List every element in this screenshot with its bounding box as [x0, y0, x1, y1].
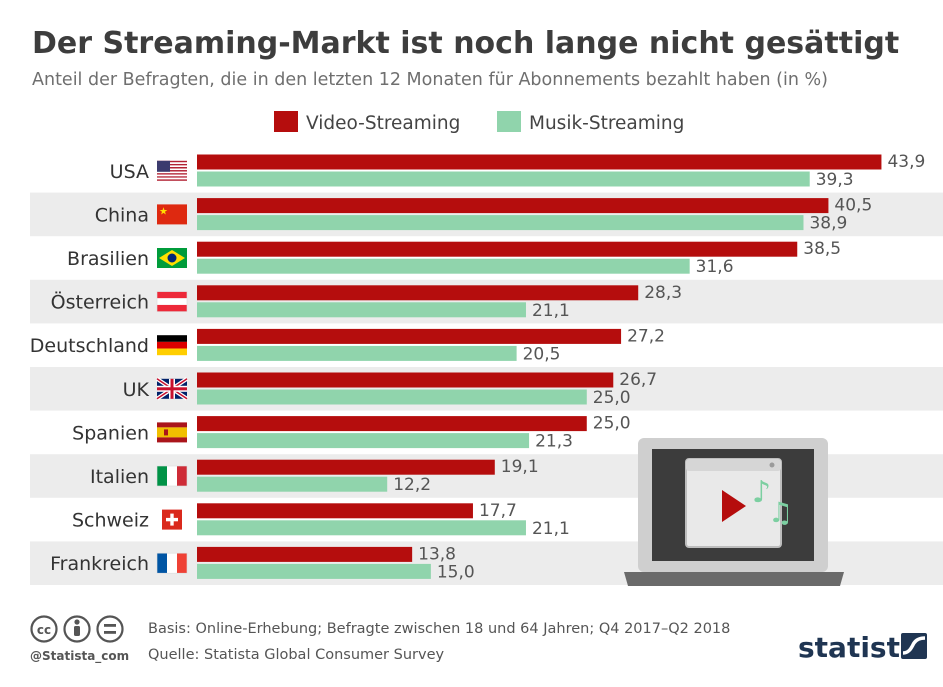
italy-flag-icon [156, 465, 188, 487]
category-label: Brasilien [67, 248, 149, 270]
bar-video [197, 328, 622, 344]
legend-swatch-video [274, 111, 298, 132]
value-label-music: 15,0 [437, 562, 475, 582]
bar-video [197, 241, 798, 257]
bar-music [197, 171, 810, 187]
footer-basis: Basis: Online-Erhebung; Befragte zwische… [148, 621, 730, 637]
value-label-music: 20,5 [523, 344, 561, 364]
footer-source: Quelle: Statista Global Consumer Survey [148, 647, 444, 663]
svg-text:♫: ♫ [768, 496, 793, 529]
value-label-video: 40,5 [834, 196, 872, 216]
china-flag-icon: ★ [157, 204, 187, 225]
bar-music [197, 215, 804, 231]
bar-music [197, 433, 530, 449]
statista-logo: statista [798, 631, 919, 664]
legend: Video-Streaming Musik-Streaming [274, 111, 684, 134]
value-label-music: 31,6 [696, 257, 734, 277]
france-flag-icon [156, 552, 188, 574]
value-label-video: 25,0 [593, 414, 631, 434]
value-label-music: 21,1 [532, 301, 570, 321]
value-label-video: 27,2 [627, 326, 665, 346]
category-label: Spanien [72, 422, 149, 444]
category-label: UK [123, 379, 150, 401]
category-label: USA [110, 161, 149, 183]
value-label-video: 38,5 [803, 239, 841, 259]
bar-video [197, 503, 473, 519]
value-label-music: 39,3 [816, 170, 854, 190]
value-label-music: 21,1 [532, 519, 570, 539]
bar-music [197, 345, 517, 361]
value-label-video: 13,8 [418, 544, 456, 564]
flags: ★ [155, 160, 189, 574]
value-label-video: 26,7 [619, 370, 657, 390]
chart-subtitle: Anteil der Befragten, die in den letzten… [32, 70, 828, 90]
bar-music [197, 302, 526, 318]
uk-flag-icon [155, 377, 189, 401]
spain-flag-icon [157, 422, 187, 443]
bar-music [197, 520, 526, 536]
category-label: Österreich [51, 291, 149, 314]
value-label-video: 43,9 [887, 152, 925, 172]
switzerland-flag-icon [162, 509, 182, 530]
brazil-flag-icon [157, 248, 187, 268]
legend-label-video: Video-Streaming [306, 113, 460, 134]
category-label: China [95, 204, 149, 226]
value-label-music: 12,2 [393, 475, 431, 495]
laptop-video-music-icon: ♪ ♫ [624, 438, 844, 586]
bar-music [197, 476, 388, 492]
legend-swatch-music [497, 111, 521, 132]
svg-text:★: ★ [159, 206, 168, 217]
legend-label-music: Musik-Streaming [529, 113, 684, 134]
germany-flag-icon [157, 335, 187, 356]
bar-video [197, 416, 587, 432]
category-label: Schweiz [72, 510, 149, 532]
svg-text:cc: cc [37, 623, 51, 637]
bars: 43,9 39,3 40,538,9 38,5 31,6 28,3 21,1 27,2 20,5… [197, 152, 925, 582]
category-label: Italien [90, 466, 149, 488]
category-label: Deutschland [30, 335, 149, 357]
bar-music [197, 258, 690, 274]
bar-video [197, 285, 639, 301]
value-label-video: 28,3 [644, 283, 682, 303]
value-label-music: 25,0 [593, 388, 631, 408]
chart-title: Der Streaming-Markt ist noch lange nicht… [32, 26, 899, 61]
footer-handle: @Statista_com [30, 649, 129, 664]
statista-logo-icon [901, 633, 927, 659]
value-label-music: 38,9 [809, 214, 847, 234]
bar-music [197, 389, 587, 405]
value-label-video: 17,7 [479, 501, 517, 521]
bar-video [197, 198, 829, 214]
value-label-music: 21,3 [535, 432, 573, 452]
us-flag-icon [157, 160, 187, 181]
category-label: Frankreich [50, 553, 149, 575]
bar-video [197, 154, 882, 170]
value-label-video: 19,1 [501, 457, 539, 477]
category-labels: USA China Brasilien Österreich Deutschland UK… [30, 161, 150, 575]
creative-commons-icon: cc [30, 615, 124, 643]
bar-video [197, 459, 495, 475]
austria-flag-icon [156, 291, 188, 312]
bar-music [197, 563, 431, 579]
bar-video [197, 372, 614, 388]
svg-text:♪: ♪ [752, 475, 771, 510]
bar-video [197, 546, 413, 562]
